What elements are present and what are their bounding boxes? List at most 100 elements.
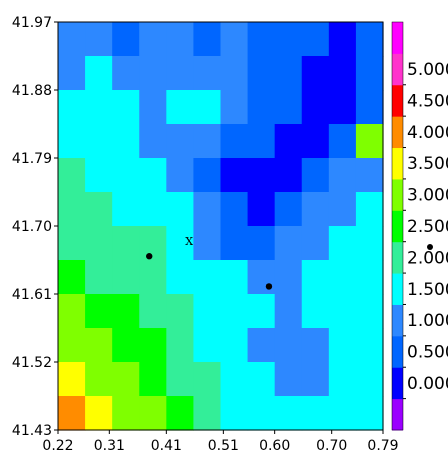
y-tick-label: 41.70	[12, 219, 52, 235]
colorbar-label: 0.000	[407, 374, 448, 394]
heat-cell	[301, 294, 330, 329]
heat-cell	[328, 158, 357, 193]
heat-cell	[193, 226, 222, 261]
heat-cell	[274, 192, 303, 227]
heat-cell	[247, 260, 276, 295]
heat-cell	[85, 226, 113, 261]
heat-cell	[193, 90, 222, 125]
heat-cell	[166, 226, 195, 261]
markers: X	[146, 235, 273, 290]
heat-cell	[247, 192, 276, 227]
data-point	[265, 283, 273, 290]
heat-cell	[112, 362, 140, 397]
colorbar-segment	[392, 210, 403, 243]
heat-cell	[58, 22, 86, 57]
colorbar-label: 2.000	[407, 248, 448, 268]
heat-cell	[247, 226, 276, 261]
heat-cell	[166, 328, 195, 363]
heat-cell	[274, 294, 303, 329]
heat-cell	[112, 22, 140, 57]
heat-cell	[355, 260, 384, 295]
heat-cell	[58, 396, 86, 431]
heat-cell	[301, 226, 330, 261]
legend-point	[427, 244, 433, 250]
colorbar-label: 5.000	[407, 60, 448, 80]
heat-cell	[220, 396, 249, 431]
x-tick-label: 0.51	[208, 438, 239, 454]
heat-cell	[301, 90, 330, 125]
heat-cell	[328, 294, 357, 329]
heat-cell	[247, 56, 276, 91]
heat-cell	[328, 396, 357, 431]
colorbar-label: 1.500	[407, 280, 448, 300]
colorbar-segment	[392, 367, 403, 400]
heat-cell	[355, 396, 384, 431]
colorbar-segment	[392, 22, 403, 54]
colorbar: 0.000 0.500 1.000 1.500 2.000 2.500 3.000 3.500…	[391, 21, 448, 431]
heat-cell	[58, 124, 86, 159]
y-axis: 41.97 41.88 41.79 41.70 41.61 41.52 41.43	[12, 15, 58, 439]
heat-cell	[166, 362, 195, 397]
heat-cell	[112, 294, 140, 329]
heat-cell	[220, 362, 249, 397]
heat-cell	[328, 328, 357, 363]
heat-cell	[85, 294, 113, 329]
heat-cell	[85, 260, 113, 295]
colorbar-frame	[391, 21, 404, 431]
heat-cell	[112, 396, 140, 431]
heat-cell	[301, 260, 330, 295]
heat-cell	[301, 22, 330, 57]
heat-cell	[193, 328, 222, 363]
heat-cell	[139, 124, 167, 159]
heat-cell	[355, 192, 384, 227]
heat-cell	[301, 56, 330, 91]
heat-cell	[355, 226, 384, 261]
heat-cell	[220, 294, 249, 329]
colorbar-label: 0.500	[407, 343, 448, 363]
heat-cell	[220, 226, 249, 261]
heat-cell	[328, 22, 357, 57]
colorbar-label: 1.000	[407, 311, 448, 331]
heat-cell	[85, 124, 113, 159]
heat-cell	[58, 328, 86, 363]
heat-cell	[139, 192, 167, 227]
x-tick-label: 0.31	[94, 438, 125, 454]
heat-cell	[166, 90, 195, 125]
heat-cell	[193, 124, 222, 159]
heat-cell	[58, 226, 86, 261]
heat-cell	[85, 22, 113, 57]
heat-cell	[166, 124, 195, 159]
heat-cell	[220, 124, 249, 159]
heat-cell	[355, 90, 384, 125]
heat-cell	[139, 90, 167, 125]
heat-cell	[139, 226, 167, 261]
heat-cell	[247, 328, 276, 363]
heat-cell	[166, 192, 195, 227]
heat-cell	[274, 328, 303, 363]
heat-cell	[193, 22, 222, 57]
heat-cell	[166, 396, 195, 431]
heat-cell	[85, 192, 113, 227]
heat-cell	[193, 396, 222, 431]
y-tick-label: 41.43	[12, 423, 52, 439]
heat-cell	[193, 362, 222, 397]
heat-cell	[355, 124, 384, 159]
heat-cell	[85, 158, 113, 193]
heat-cell	[139, 56, 167, 91]
heat-cell	[220, 22, 249, 57]
heat-cell	[328, 192, 357, 227]
heat-cell	[193, 294, 222, 329]
y-tick-label: 41.52	[12, 355, 52, 371]
heat-cell	[166, 22, 195, 57]
heat-cell	[247, 396, 276, 431]
heat-cell	[247, 22, 276, 57]
heat-cell	[58, 260, 86, 295]
heat-cell	[85, 56, 113, 91]
heat-cell	[166, 260, 195, 295]
heat-cell	[301, 328, 330, 363]
data-point	[146, 253, 153, 260]
heat-cell	[328, 226, 357, 261]
heat-cell	[274, 56, 303, 91]
heat-cell	[112, 260, 140, 295]
heat-cell	[247, 90, 276, 125]
